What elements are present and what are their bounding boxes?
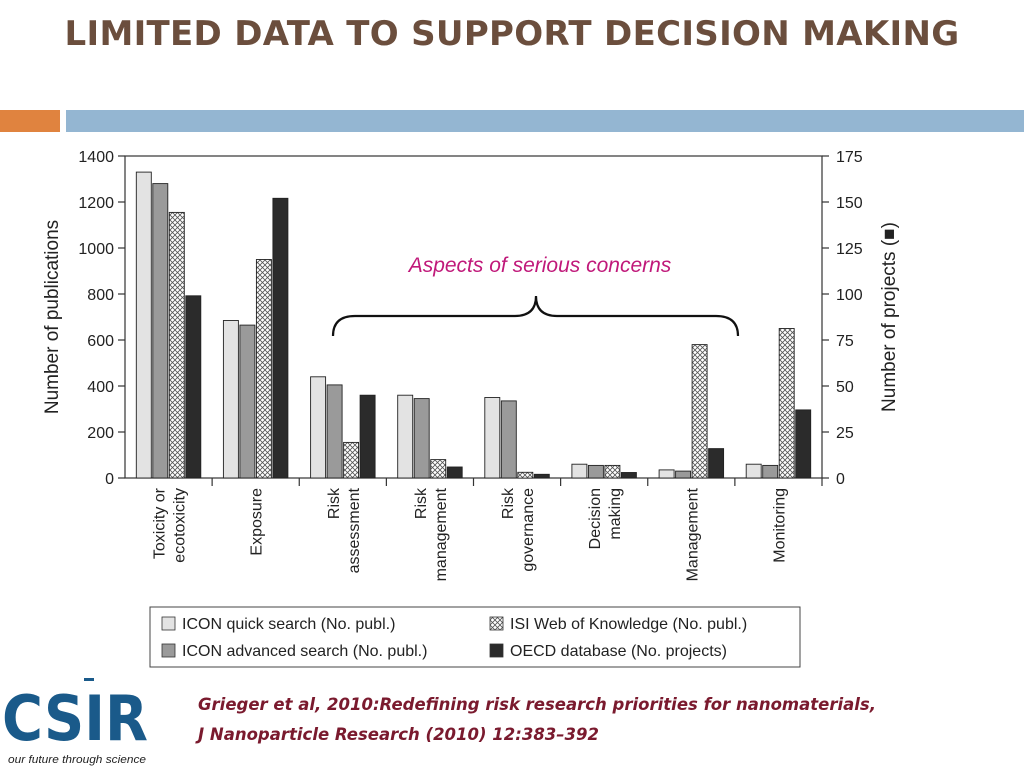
category-label-line: Monitoring xyxy=(771,488,788,563)
bar-s2-c1 xyxy=(255,259,272,479)
bar-s0-c0 xyxy=(135,171,152,479)
ytick-label-right-100: 100 xyxy=(836,287,863,304)
bar-s0-c6 xyxy=(658,469,675,479)
category-label-line: making xyxy=(607,488,624,540)
bar-s1-c5 xyxy=(587,464,604,479)
bar-s0-c4 xyxy=(484,397,501,479)
logo-wordmark: CSIR xyxy=(2,682,148,755)
category-label-line: governance xyxy=(520,488,537,572)
bar-s1-c3 xyxy=(413,398,430,479)
bar-s2-c0 xyxy=(168,211,185,479)
category-label-6: Management xyxy=(684,487,701,581)
bar-s3-c7 xyxy=(795,409,812,479)
ylabel-left: Number of publications xyxy=(42,220,63,414)
citation-line-1: Grieger et al, 2010:Redefining risk rese… xyxy=(198,695,877,714)
annotation-brace xyxy=(331,295,740,337)
ytick-label-left-800: 800 xyxy=(87,287,114,304)
citation-line-2: J Nanoparticle Research (2010) 12:383–39… xyxy=(198,725,599,744)
category-label-line: Toxicity or xyxy=(152,487,169,559)
ytick-label-right-50: 50 xyxy=(836,379,854,396)
bar-s1-c6 xyxy=(675,470,692,479)
bar-s0-c3 xyxy=(397,394,414,479)
category-label-0: Toxicity or ecotoxicity xyxy=(152,487,189,562)
bar-s2-c5 xyxy=(604,464,621,479)
annotation-text: Aspects of serious concerns xyxy=(407,254,672,277)
bar-s3-c5 xyxy=(620,472,637,479)
bar-s3-c6 xyxy=(708,448,725,479)
category-label-line: management xyxy=(433,487,450,581)
logo-tagline: our future through science xyxy=(8,754,146,766)
bar-s3-c2 xyxy=(359,394,376,479)
csir-logo: CSIR our future through science xyxy=(2,678,148,766)
bar-s1-c0 xyxy=(152,183,169,479)
ytick-label-right-25: 25 xyxy=(836,425,854,442)
legend-label-isi: ISI Web of Knowledge (No. publ.) xyxy=(510,616,747,633)
accent-bar-blue xyxy=(66,110,1024,132)
category-label-4: Risk governance xyxy=(500,487,537,572)
category-label-line: Decision xyxy=(587,488,604,549)
bar-s1-c7 xyxy=(762,464,779,479)
logo-accent-mark xyxy=(84,678,94,681)
legend-label-icon-quick: ICON quick search (No. publ.) xyxy=(182,616,395,633)
category-label-line: Exposure xyxy=(249,488,266,556)
legend-swatch-isi xyxy=(489,616,504,631)
ytick-label-left-1400: 1400 xyxy=(78,149,114,166)
bar-chart: 0 200 400 600 800 1000 1200 1400 0 25 50 75 100 125 15… xyxy=(42,149,900,668)
category-label-line: Management xyxy=(684,487,701,581)
ytick-label-left-600: 600 xyxy=(87,333,114,350)
bar-s2-c3 xyxy=(430,459,447,479)
category-label-1: Exposure xyxy=(249,488,266,556)
ytick-label-right-150: 150 xyxy=(836,195,863,212)
bar-s0-c7 xyxy=(745,463,762,479)
bar-s2-c6 xyxy=(691,344,708,479)
ytick-label-right-125: 125 xyxy=(836,241,863,258)
category-label-line: Risk xyxy=(500,487,517,519)
bar-s1-c4 xyxy=(500,400,517,479)
ytick-label-right-175: 175 xyxy=(836,149,863,166)
ytick-label-right-75: 75 xyxy=(836,333,854,350)
legend-label-icon-advanced: ICON advanced search (No. publ.) xyxy=(182,643,427,660)
category-label-line: Risk xyxy=(413,487,430,519)
bar-s3-c0 xyxy=(185,295,202,479)
ytick-label-left-0: 0 xyxy=(105,471,114,488)
category-label-7: Monitoring xyxy=(771,488,788,563)
legend-swatch-icon-advanced xyxy=(161,643,176,658)
bar-s2-c2 xyxy=(343,441,360,479)
accent-bar-orange xyxy=(0,110,60,132)
category-label-line: ecotoxicity xyxy=(172,488,189,563)
bar-s2-c4 xyxy=(517,471,534,479)
category-label-2: Risk assessment xyxy=(326,487,363,573)
ytick-label-left-1000: 1000 xyxy=(78,241,114,258)
bar-s0-c1 xyxy=(222,320,239,479)
bar-s1-c1 xyxy=(239,324,256,479)
category-label-line: assessment xyxy=(346,487,363,573)
bar-s0-c5 xyxy=(571,463,588,479)
legend-swatch-icon-quick xyxy=(161,616,176,631)
ytick-label-left-400: 400 xyxy=(87,379,114,396)
ytick-label-right-0: 0 xyxy=(836,471,845,488)
bar-s3-c4 xyxy=(533,473,550,479)
ylabel-right: Number of projects (■) xyxy=(879,222,900,412)
category-label-3: Risk management xyxy=(413,487,450,581)
slide-title: LIMITED DATA TO SUPPORT DECISION MAKING xyxy=(64,14,960,54)
ytick-label-left-200: 200 xyxy=(87,425,114,442)
bar-s1-c2 xyxy=(326,384,343,479)
ytick-label-left-1200: 1200 xyxy=(78,195,114,212)
legend-swatch-oecd xyxy=(489,643,504,658)
bar-s3-c1 xyxy=(272,197,289,479)
category-label-5: Decision making xyxy=(587,488,624,549)
legend-box xyxy=(149,606,801,668)
bar-s2-c7 xyxy=(778,328,795,479)
bar-s0-c2 xyxy=(310,376,327,479)
citation: Grieger et al, 2010:Redefining risk rese… xyxy=(198,690,998,750)
category-label-line: Risk xyxy=(326,487,343,519)
bar-s3-c3 xyxy=(446,466,463,479)
legend-label-oecd: OECD database (No. projects) xyxy=(510,643,727,660)
